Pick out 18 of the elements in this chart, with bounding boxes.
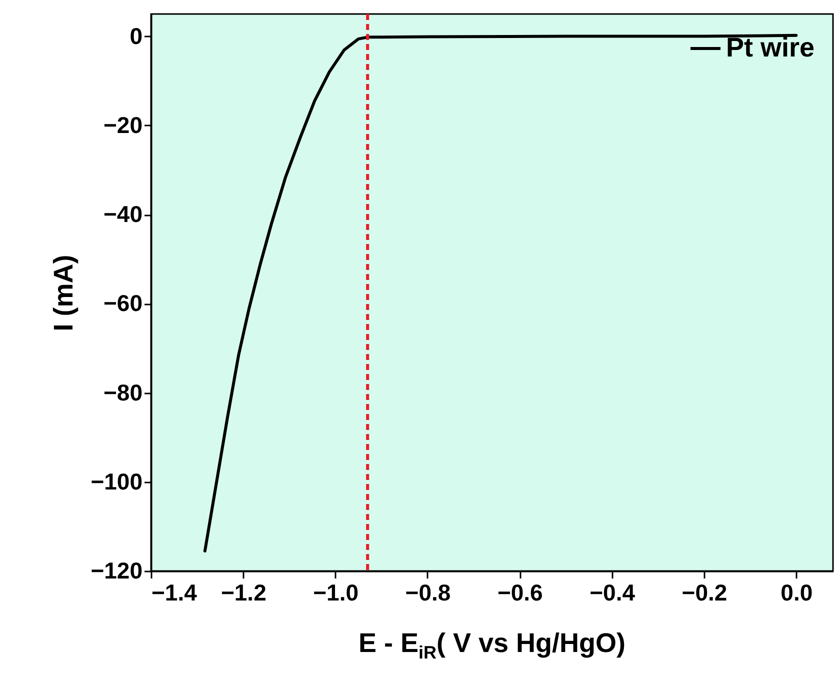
- x-tick-label: −1.4: [152, 580, 198, 606]
- x-tick-label: −1.2: [220, 580, 266, 606]
- y-axis-title: I (mA): [48, 254, 79, 332]
- x-axis-title: E - E$_{iR}$( V vs Hg/HgO): [357, 628, 627, 664]
- y-tick-label: 0: [130, 22, 142, 49]
- legend-label: Pt wire: [726, 32, 815, 62]
- y-tick-label: −60: [103, 290, 142, 316]
- y-tick-label: −120: [90, 558, 142, 584]
- y-tick-label: −80: [103, 379, 142, 406]
- x-tick-label: −0.8: [405, 580, 451, 606]
- y-tick-label: −20: [103, 112, 142, 138]
- x-tick-label: 0.0: [780, 580, 813, 606]
- x-tick-label: −0.2: [682, 580, 728, 606]
- x-tick-label: −0.4: [590, 580, 636, 606]
- x-tick-label: −1.0: [313, 580, 359, 606]
- y-tick-label: −100: [90, 468, 142, 494]
- x-tick-label: −0.6: [497, 580, 543, 606]
- y-tick-label: −40: [103, 201, 142, 228]
